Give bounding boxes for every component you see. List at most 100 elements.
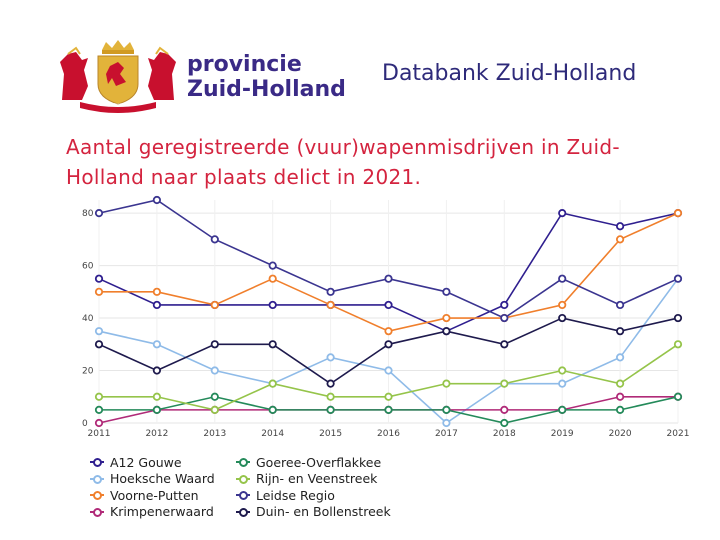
data-point: [442, 379, 451, 388]
legend-marker-icon: [90, 456, 104, 468]
legend-marker-icon: [236, 489, 250, 501]
databank-title: Databank Zuid-Holland: [382, 61, 637, 86]
legend-item[interactable]: Voorne-Putten: [90, 487, 215, 504]
data-point: [500, 313, 509, 323]
legend-label: Goeree-Overflakkee: [256, 454, 382, 470]
data-point: [673, 340, 683, 349]
data-point: [500, 300, 509, 310]
x-tick-label: 2012: [145, 429, 168, 439]
data-point: [615, 405, 625, 414]
legend-label: A12 Gouwe: [110, 454, 182, 470]
data-point: [268, 405, 277, 414]
legend-item[interactable]: Duin- en Bollenstreek: [236, 504, 391, 521]
data-point: [615, 300, 625, 310]
data-point: [268, 379, 277, 388]
data-point: [558, 366, 567, 375]
legend-label: Hoeksche Waard: [110, 471, 215, 487]
y-tick-label: 80: [82, 209, 94, 219]
data-point: [558, 379, 567, 388]
legend-item[interactable]: Krimpenerwaard: [90, 504, 215, 521]
x-tick-label: 2017: [435, 429, 458, 439]
data-point: [152, 340, 161, 349]
data-point: [500, 418, 509, 428]
y-tick-label: 20: [82, 367, 94, 377]
data-point: [500, 379, 509, 388]
data-point: [210, 340, 219, 349]
data-point: [673, 274, 683, 283]
data-point: [558, 209, 567, 218]
x-tick-label: 2018: [493, 429, 516, 439]
data-point: [442, 327, 451, 336]
data-point: [210, 366, 219, 375]
data-point: [94, 287, 104, 296]
data-point: [442, 405, 451, 414]
chart-title: Aantal geregistreerde (vuur)wapenmisdrij…: [66, 135, 620, 189]
legend-marker-icon: [90, 473, 104, 485]
coat-of-arms-icon: [60, 40, 176, 113]
legend-marker-icon: [236, 456, 250, 468]
data-point: [384, 327, 393, 336]
legend-label: Krimpenerwaard: [110, 504, 214, 520]
data-point: [94, 340, 104, 349]
data-point: [384, 300, 393, 310]
data-point: [210, 405, 219, 414]
legend-label: Voorne-Putten: [110, 487, 199, 503]
y-tick-label: 0: [82, 419, 88, 429]
data-point: [615, 235, 625, 244]
data-point: [442, 287, 451, 296]
motto-text: VIGILATE DEO CONFIDENTES: [99, 103, 137, 106]
data-point: [268, 340, 277, 349]
legend-marker-icon: [90, 506, 104, 518]
legend-item[interactable]: Hoeksche Waard: [90, 471, 215, 488]
data-point: [152, 366, 161, 375]
data-point: [615, 353, 625, 362]
data-point: [615, 327, 625, 336]
data-point: [326, 392, 335, 401]
data-point: [94, 392, 104, 401]
data-point: [268, 261, 277, 270]
data-point: [152, 392, 161, 401]
legend-marker-icon: [236, 506, 250, 518]
chart-legend: A12 Gouwe Hoeksche Waard Voorne-Putten Krim…: [90, 454, 215, 520]
data-point: [152, 195, 161, 205]
data-point: [152, 300, 161, 310]
data-point: [210, 235, 219, 244]
data-point: [210, 392, 219, 401]
x-tick-label: 2013: [203, 429, 226, 439]
x-tick-label: 2019: [551, 429, 574, 439]
data-point: [384, 392, 393, 401]
data-point: [500, 340, 509, 349]
line-chart: 0 20 40 60 80 2011 2012 2013 2014 2015 2016 2017 201…: [82, 195, 690, 439]
data-point: [326, 300, 335, 310]
legend-marker-icon: [236, 473, 250, 485]
legend-item[interactable]: Leidse Regio: [236, 487, 391, 504]
data-point: [615, 379, 625, 388]
x-tick-label: 2011: [88, 429, 111, 439]
data-point: [384, 366, 393, 375]
data-point: [326, 353, 335, 362]
data-point: [615, 392, 625, 401]
data-point: [268, 274, 277, 283]
data-point: [384, 274, 393, 283]
legend-item[interactable]: A12 Gouwe: [90, 454, 215, 471]
data-point: [558, 313, 567, 323]
legend-item[interactable]: Goeree-Overflakkee: [236, 454, 391, 471]
data-point: [94, 418, 104, 428]
brand-line-1: provincie: [187, 52, 302, 77]
x-tick-label: 2021: [667, 429, 690, 439]
data-point: [94, 209, 104, 218]
data-point: [558, 300, 567, 310]
legend-label: Leidse Regio: [256, 487, 335, 503]
data-point: [268, 300, 277, 310]
data-point: [384, 340, 393, 349]
brand-name: provincie Zuid-Holland: [187, 52, 346, 102]
data-point: [152, 287, 161, 296]
x-tick-label: 2016: [377, 429, 400, 439]
data-point: [94, 405, 104, 414]
legend-item[interactable]: Rijn- en Veenstreek: [236, 471, 391, 488]
data-point: [384, 405, 393, 414]
province-logo: VIGILATE DEO CONFIDENTES: [58, 40, 178, 114]
x-tick-label: 2020: [609, 429, 632, 439]
legend-label: Rijn- en Veenstreek: [256, 471, 378, 487]
legend-marker-icon: [90, 489, 104, 501]
